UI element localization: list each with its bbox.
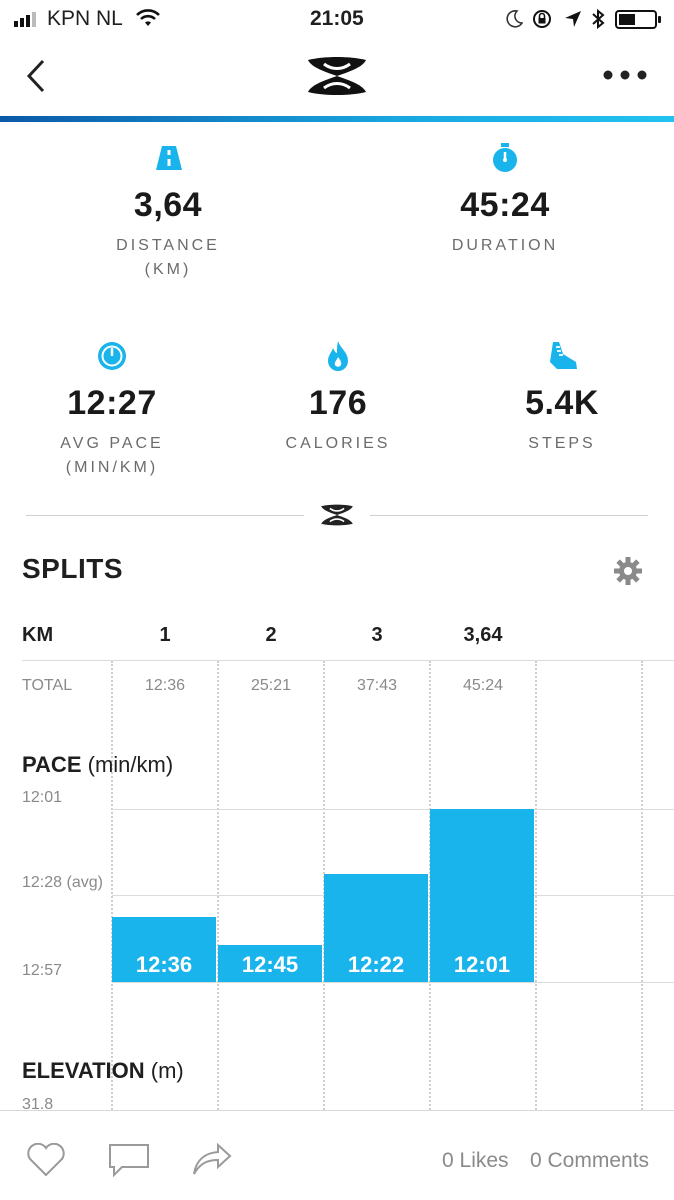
- battery-icon: [615, 10, 661, 29]
- steps-label: STEPS: [528, 435, 596, 452]
- calories-stat: 176 CALORIES: [238, 384, 438, 456]
- pace-bar: 12:36: [112, 917, 216, 982]
- calories-label: CALORIES: [285, 435, 391, 452]
- pace-gridline: [112, 809, 674, 810]
- back-chevron-icon[interactable]: [26, 59, 46, 93]
- carrier-label: KPN NL: [47, 7, 123, 30]
- split-total-2: 25:21: [250, 677, 292, 694]
- pace-ytick-avg: 12:28 (avg): [22, 874, 103, 891]
- distance-label: DISTANCE (KM): [116, 237, 220, 278]
- header-accent-bar: [0, 116, 674, 122]
- column-divider: [111, 661, 113, 1110]
- pace-bar-label: 12:01: [453, 952, 511, 977]
- splits-title: SPLITS: [22, 553, 124, 584]
- split-km-2: 2: [265, 624, 277, 646]
- duration-value: 45:24: [460, 186, 550, 224]
- pace-unit: (min/km): [87, 752, 174, 777]
- pace-bar: 12:45: [218, 945, 322, 982]
- heart-icon[interactable]: [26, 1143, 66, 1177]
- comments-count[interactable]: 0 Comments: [530, 1149, 650, 1172]
- distance-stat: 3,64 DISTANCE (KM): [68, 186, 268, 282]
- pace-ytick-bottom: 12:57: [22, 962, 63, 979]
- avg-pace-value: 12:27: [67, 384, 157, 422]
- elevation-unit: (m): [150, 1058, 184, 1083]
- pace-bar-label: 12:45: [241, 952, 299, 977]
- stopwatch-icon: [493, 143, 517, 172]
- moon-icon: [506, 10, 523, 28]
- elevation-ytick-top: 31.8: [22, 1096, 54, 1113]
- elevation-title: ELEVATION (m): [22, 1058, 184, 1084]
- split-total-3: 37:43: [356, 677, 398, 694]
- shoe-icon: [550, 342, 577, 369]
- total-label: TOTAL: [22, 677, 73, 694]
- distance-value: 3,64: [133, 186, 203, 224]
- nav-bar: [0, 38, 674, 116]
- location-arrow-icon: [565, 11, 581, 27]
- pace-bar-label: 12:22: [347, 952, 405, 977]
- status-bar: KPN NL 21:05: [0, 0, 674, 38]
- pace-bar: 12:22: [324, 874, 428, 982]
- bluetooth-icon: [592, 8, 605, 30]
- split-km-3: 3: [371, 624, 383, 646]
- km-header: KM: [22, 624, 54, 646]
- pace-ytick-top: 12:01: [22, 789, 63, 806]
- share-icon[interactable]: [192, 1143, 232, 1177]
- pace-bar: 12:01: [430, 809, 534, 982]
- flame-icon: [328, 341, 348, 371]
- steps-value: 5.4K: [525, 384, 599, 422]
- signal-icon: [14, 12, 36, 27]
- pace-title-label: PACE: [22, 752, 82, 777]
- under-armour-logo-icon: [308, 57, 366, 95]
- comment-icon[interactable]: [108, 1143, 150, 1177]
- column-divider: [535, 661, 537, 1110]
- pace-bar-label: 12:36: [135, 952, 193, 977]
- calories-value: 176: [308, 384, 368, 422]
- road-icon: [156, 146, 182, 170]
- elevation-title-label: ELEVATION: [22, 1058, 145, 1083]
- avg-pace-stat: 12:27 AVG PACE (MIN/KM): [12, 384, 212, 480]
- social-footer: 0 Likes 0 Comments: [0, 1110, 674, 1200]
- clock: 21:05: [310, 7, 364, 30]
- steps-stat: 5.4K STEPS: [462, 384, 662, 456]
- wifi-icon: [136, 9, 160, 26]
- split-total-4: 45:24: [462, 677, 504, 694]
- column-divider: [217, 661, 219, 1110]
- column-divider: [641, 661, 643, 1110]
- speedometer-icon: [98, 342, 126, 370]
- avg-pace-label: AVG PACE (MIN/KM): [60, 435, 164, 476]
- under-armour-divider-logo-icon: [321, 504, 353, 526]
- split-km-4: 3,64: [463, 624, 503, 646]
- pace-title: PACE (min/km): [22, 752, 173, 778]
- divider-right: [370, 515, 648, 516]
- splits-header-rule: [22, 660, 674, 661]
- split-total-1: 12:36: [144, 677, 186, 694]
- pace-gridline: [112, 982, 674, 983]
- rotation-lock-icon: [533, 10, 551, 28]
- duration-stat: 45:24 DURATION: [405, 186, 605, 258]
- duration-label: DURATION: [451, 237, 559, 254]
- split-km-1: 1: [159, 624, 171, 646]
- likes-count[interactable]: 0 Likes: [442, 1149, 509, 1172]
- more-options-icon[interactable]: [603, 70, 647, 80]
- divider-left: [26, 515, 304, 516]
- gear-icon[interactable]: [613, 556, 643, 586]
